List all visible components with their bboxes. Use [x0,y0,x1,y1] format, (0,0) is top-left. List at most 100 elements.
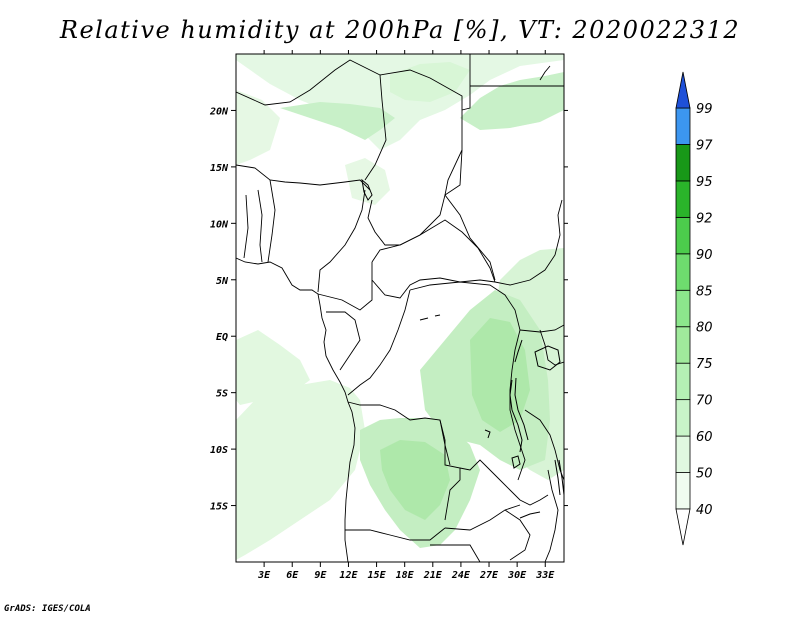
colorbar-label: 40 [696,503,713,518]
colorbar-upper-extension [675,71,691,109]
colorbar-label: 75 [696,357,713,372]
lat-tick-label: 20N [209,106,229,117]
lon-tick-label: 33E [535,570,555,581]
colorbar: 40 50 60 70 75 80 85 90 92 95 97 99 [675,71,713,546]
colorbar-label: 97 [696,138,713,153]
colorbar-lower-extension [675,508,691,546]
colorbar-segment [675,107,691,145]
colorbar-label: 92 [696,211,713,226]
humidity-area-north [236,54,564,150]
longitude-axis: 3E 6E 9E 12E 15E 18E 21E 24E 27E 30E 33E [257,50,555,581]
humidity-shading [236,54,564,560]
border-sudan-south [494,199,563,286]
colorbar-label: 50 [696,467,713,482]
humidity-area-south-inner [380,440,450,520]
lat-tick-label: 10N [210,219,229,230]
colorbar-label: 80 [696,321,713,336]
humidity-area-west [236,90,280,165]
colorbar-segment [675,472,691,510]
lake-victoria [534,345,561,371]
lat-tick-label: 5N [216,276,229,287]
colorbar-segment [675,435,691,473]
border-cameroon-congo [317,280,373,311]
border-car-north [371,219,496,283]
colorbar-label: 90 [696,248,713,263]
border-coastline-west [236,257,356,562]
border-zambia-south [444,504,521,531]
lon-tick-label: 27E [479,570,499,581]
border-north-red-sea [539,65,551,81]
lon-tick-label: 21E [423,570,443,581]
border-angola-south [345,527,446,541]
lakes [361,178,564,519]
grads-credit: GrADS: IGES/COLA [4,604,91,614]
border-nigeria-cameroon [317,189,366,293]
lake-mweru [511,455,521,469]
latitude-axis: 20N 15N 10N 5N EQ 5S 10S 15S [209,106,568,513]
border-namibia-botswana [430,544,481,562]
lat-tick-label: 5S [216,389,228,400]
colorbar-segment [675,180,691,218]
border-ghana [243,194,249,259]
humidity-area-mid-west [236,330,310,405]
lon-tick-label: 30E [507,570,527,581]
border-nigeria-west [267,179,276,263]
lon-tick-label: 6E [286,570,299,581]
lake-chad [361,178,373,201]
colorbar-label: 99 [696,102,713,117]
colorbar-segment [675,144,691,182]
border-niger-south [236,164,371,191]
humidity-area-southwest [236,380,365,560]
lon-tick-label: 15E [368,570,387,581]
border-chad-west [367,69,463,246]
lat-tick-label: 10S [210,445,228,456]
border-south-sudan-east [519,324,564,333]
border-chad-sudan [444,149,496,281]
border-congo-drc [347,289,411,396]
border-zimbabwe [504,509,531,561]
lat-tick-label: EQ [216,332,228,343]
humidity-area-lakechad [345,158,390,205]
country-borders [236,54,564,562]
border-mali-niger [236,59,387,181]
lon-tick-label: 12E [339,570,358,581]
border-gabon [326,311,361,371]
humidity-area-north-inner [280,102,395,140]
colorbar-segment [675,216,691,255]
map-frame [235,53,565,563]
border-zambia [459,459,549,506]
colorbar-label: 85 [696,284,713,299]
lon-tick-label: 3E [257,570,271,581]
lake-kivu [419,314,441,321]
colorbar-label: 60 [696,430,713,445]
border-drc-east [509,329,526,481]
humidity-area-congo-inner [470,318,530,432]
humidity-area-northeast [460,72,564,130]
colorbar-segment [675,289,691,328]
colorbar-segment [675,399,691,437]
lake-kariba [519,511,541,519]
lake-upemba [484,429,491,439]
colorbar-label: 70 [696,394,713,409]
lat-tick-label: 15S [210,502,228,513]
lat-tick-label: 15N [210,163,229,174]
border-angola-north [347,401,451,466]
lon-tick-label: 18E [396,570,415,581]
colorbar-segment [675,326,691,364]
map-title: Relative humidity at 200hPa [%], VT: 202… [59,16,741,44]
border-libya-sudan [461,54,471,111]
border-mozambique [544,469,559,562]
border-benin-togo [257,189,263,263]
colorbar-segment [675,253,691,291]
colorbar-segment [675,362,691,401]
humidity-area-sahara [390,62,470,102]
lake-malawi [554,459,564,496]
lon-tick-label: 24E [451,570,471,581]
lon-tick-label: 9E [314,570,327,581]
lake-tanganyika [509,377,529,453]
border-car-south [371,262,496,299]
border-drc-north [409,281,521,331]
colorbar-label: 95 [696,175,713,190]
